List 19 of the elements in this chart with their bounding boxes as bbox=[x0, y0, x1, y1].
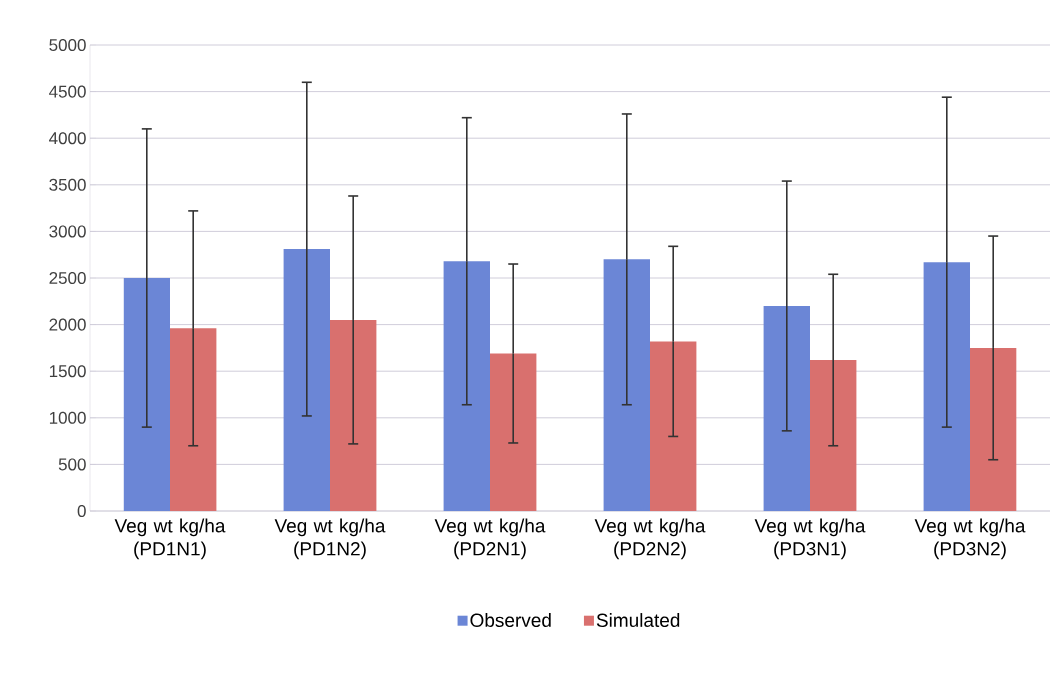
y-tick-label: 5000 bbox=[49, 38, 86, 52]
x-tick-label: Veg wt kg/ha (PD2N1) bbox=[434, 518, 546, 560]
y-tick-label: 2000 bbox=[49, 318, 86, 331]
y-tick-label: 3000 bbox=[49, 225, 86, 238]
y-tick-label: 4000 bbox=[49, 132, 86, 145]
x-tick-label: Veg wt kg/ha (PD3N1) bbox=[754, 518, 866, 560]
y-tick-label: 2500 bbox=[49, 271, 86, 285]
legend-label: Observed bbox=[470, 613, 551, 628]
legend-label: Simulated bbox=[596, 613, 680, 628]
x-tick-label: Veg wt kg/ha (PD1N1) bbox=[114, 518, 226, 560]
x-tick-label: Veg wt kg/ha (PD1N2) bbox=[274, 518, 386, 560]
x-tick-label: Veg wt kg/ha (PD2N2) bbox=[594, 518, 706, 560]
y-tick-label: 4500 bbox=[49, 85, 86, 98]
x-tick-label: Veg wt kg/ha (PD3N2) bbox=[914, 518, 1026, 560]
y-tick-label: 1500 bbox=[49, 365, 86, 378]
y-tick-label: 3500 bbox=[49, 178, 86, 191]
y-tick-label: 0 bbox=[77, 504, 86, 518]
y-tick-label: 500 bbox=[58, 458, 86, 471]
y-tick-label: 1000 bbox=[49, 411, 86, 424]
